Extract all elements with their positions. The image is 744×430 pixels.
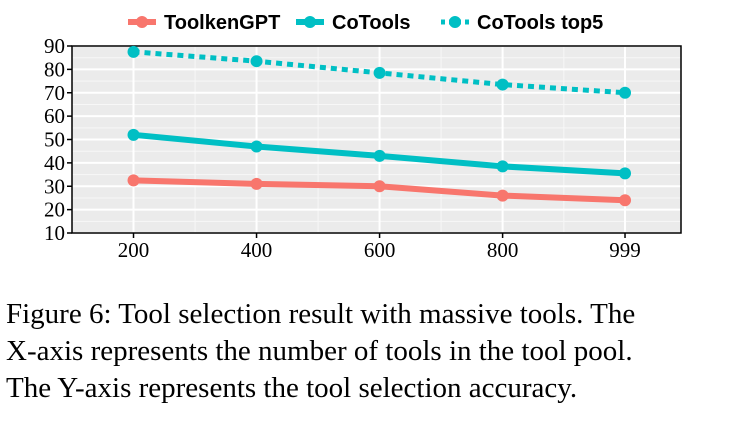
legend-key-point: [449, 16, 461, 28]
x-tick-label: 999: [609, 238, 641, 262]
data-point: [250, 177, 263, 190]
legend-label: ToolkenGPT: [164, 12, 280, 34]
data-point: [250, 55, 263, 68]
data-point: [373, 149, 386, 162]
data-point: [127, 128, 140, 141]
y-tick-label: 10: [44, 221, 65, 245]
x-tick-label: 800: [487, 238, 519, 262]
data-point: [127, 174, 140, 187]
legend-key-point: [136, 16, 148, 28]
legend-key-point: [304, 16, 316, 28]
y-tick-label: 50: [44, 128, 65, 152]
y-tick-label: 40: [44, 151, 65, 175]
line-chart: 10 20 30 40 50 60 70 80 90 200 400 600 800 999 Toolken…: [44, 12, 682, 262]
legend-label: CoTools top5: [477, 12, 603, 34]
data-point: [496, 189, 509, 202]
y-tick-label: 20: [44, 198, 65, 222]
x-tick-label: 600: [364, 238, 396, 262]
figure-caption: Figure 6: Tool selection result with mas…: [6, 296, 742, 407]
data-point: [619, 194, 632, 207]
x-tick-label: 200: [118, 238, 150, 262]
y-tick-label: 30: [44, 174, 65, 198]
caption-line-3: The Y-axis represents the tool selection…: [6, 372, 578, 404]
y-tick-label: 90: [44, 34, 65, 58]
data-point: [127, 45, 140, 58]
y-tick-label: 80: [44, 57, 65, 81]
caption-line-2: X-axis represents the number of tools in…: [6, 335, 633, 367]
y-tick-label: 60: [44, 104, 65, 128]
data-point: [496, 78, 509, 91]
legend-label: CoTools: [332, 12, 411, 34]
x-tick-label: 400: [241, 238, 273, 262]
y-tick-label: 70: [44, 81, 65, 105]
data-point: [619, 86, 632, 99]
data-point: [619, 167, 632, 180]
caption-line-1: Figure 6: Tool selection result with mas…: [6, 298, 636, 330]
data-point: [373, 66, 386, 79]
data-point: [250, 140, 263, 153]
data-point: [373, 180, 386, 193]
data-point: [496, 160, 509, 173]
